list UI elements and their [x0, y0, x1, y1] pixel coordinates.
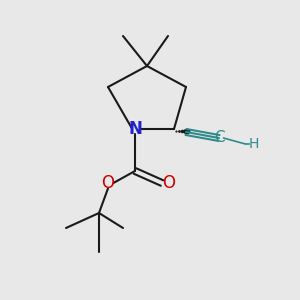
- Text: O: O: [101, 174, 115, 192]
- Text: H: H: [248, 137, 259, 151]
- Text: N: N: [128, 120, 142, 138]
- Text: O: O: [162, 174, 175, 192]
- Text: C: C: [214, 130, 224, 145]
